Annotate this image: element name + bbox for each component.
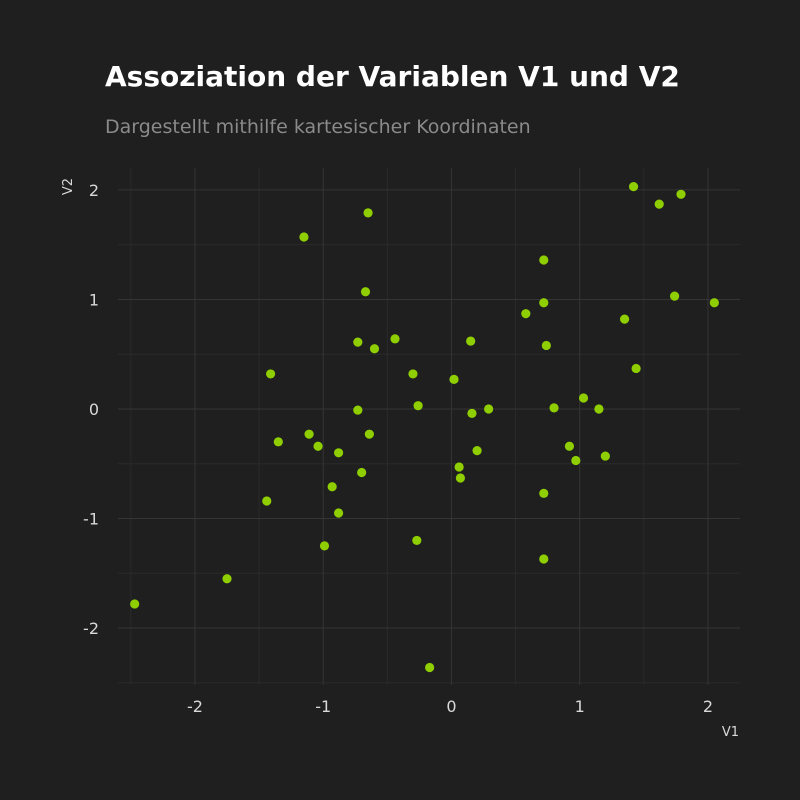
data-point xyxy=(266,369,276,379)
data-point xyxy=(357,467,367,478)
y-tick-label: -1 xyxy=(83,510,99,529)
data-point xyxy=(578,393,589,403)
y-axis-label: V2 xyxy=(61,178,76,195)
y-tick-label: -2 xyxy=(83,619,99,638)
data-point xyxy=(628,182,639,192)
data-point xyxy=(449,374,459,385)
data-point xyxy=(549,403,559,413)
data-point xyxy=(412,535,422,546)
y-tick-label: 1 xyxy=(89,290,99,309)
data-point xyxy=(564,441,575,451)
data-point xyxy=(455,473,466,483)
data-point xyxy=(466,336,476,346)
data-point xyxy=(304,429,314,439)
x-tick-label: -1 xyxy=(315,697,331,716)
tick-labels: -2 -1 0 1 2 -2 -1 0 1 2 xyxy=(83,181,713,716)
data-point xyxy=(353,405,363,415)
data-point xyxy=(313,441,323,451)
data-point xyxy=(299,232,309,242)
data-point xyxy=(600,451,610,461)
data-point xyxy=(273,437,283,447)
data-point xyxy=(472,445,482,456)
data-point xyxy=(539,488,549,498)
data-point xyxy=(364,429,374,439)
chart-title: Assoziation der Variablen V1 und V2 xyxy=(105,60,680,93)
data-point xyxy=(363,208,373,218)
data-point xyxy=(353,337,363,347)
data-point xyxy=(333,508,344,518)
data-point xyxy=(425,662,435,673)
data-point xyxy=(676,189,686,199)
data-point xyxy=(327,482,337,492)
y-tick-label: 2 xyxy=(89,181,99,200)
data-point xyxy=(222,574,232,584)
chart-subtitle: Dargestellt mithilfe kartesischer Koordi… xyxy=(105,116,531,138)
x-tick-label: 0 xyxy=(446,697,456,716)
data-point xyxy=(619,314,630,324)
data-point xyxy=(467,408,477,418)
data-point xyxy=(631,363,641,374)
data-point xyxy=(484,404,494,414)
y-tick-label: 0 xyxy=(89,400,99,419)
data-point xyxy=(594,404,604,414)
grid xyxy=(118,168,740,685)
data-point xyxy=(454,462,464,472)
data-point xyxy=(360,287,371,297)
data-point xyxy=(390,334,400,344)
data-point xyxy=(521,309,531,319)
data-point xyxy=(319,541,330,551)
data-point xyxy=(413,401,423,411)
data-point xyxy=(539,554,549,564)
x-tick-label: -2 xyxy=(187,697,203,716)
data-point xyxy=(130,599,140,609)
data-point xyxy=(333,448,344,458)
x-axis-label: V1 xyxy=(722,725,739,740)
data-point xyxy=(571,455,581,466)
data-point xyxy=(539,255,549,265)
x-tick-label: 2 xyxy=(703,697,713,716)
data-point xyxy=(709,298,719,308)
data-point xyxy=(369,344,380,354)
data-points xyxy=(130,182,719,673)
data-point xyxy=(541,340,551,351)
data-point xyxy=(408,369,418,379)
data-point xyxy=(539,298,549,308)
x-tick-label: 1 xyxy=(575,697,585,716)
data-point xyxy=(654,199,664,209)
data-point xyxy=(669,291,680,301)
data-point xyxy=(262,496,272,506)
